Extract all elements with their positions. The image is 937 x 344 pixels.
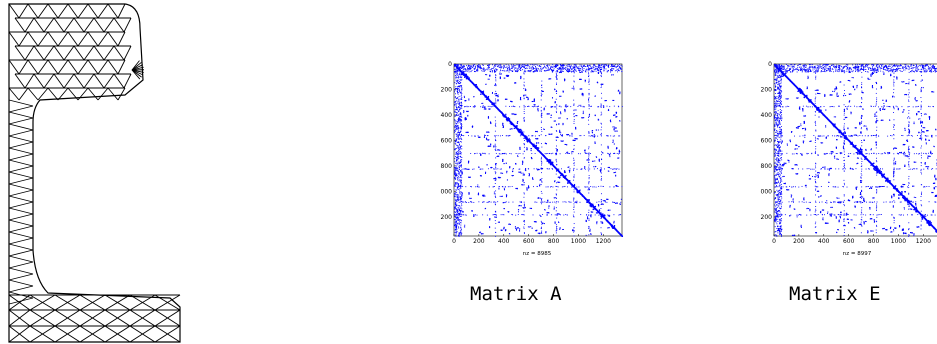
x-tick-label: 1000: [891, 238, 906, 245]
y-tick-label: 0: [768, 61, 772, 68]
x-tick-label: 800: [548, 238, 560, 245]
caption-matrix-a: Matrix A: [470, 283, 562, 305]
y-tick-label: 600: [441, 137, 453, 144]
y-tick-label: 1000: [440, 188, 452, 195]
triangulated-mesh: [8, 3, 181, 343]
x-tick-label: 1000: [571, 238, 586, 245]
sparsity-plot-e: 0 200 400 600 800 1000 1200 0 200 400 600 800 1000 12…: [760, 61, 937, 257]
y-tick-label: 400: [761, 112, 773, 119]
mesh-lines: [8, 3, 181, 343]
y-tick-label: 600: [761, 137, 773, 144]
sparsity-plot-a: 0 200 400 600 800 1000 1200 0 200 400 600 800 1000 12…: [440, 61, 624, 257]
x-tick-label: 0: [452, 238, 456, 245]
y-tick-label: 1200: [440, 214, 452, 221]
x-tick-label: 200: [473, 238, 485, 245]
nz-label-e: nz = 8997: [843, 251, 872, 257]
x-tick-label: 1200: [916, 238, 931, 245]
y-tick-label: 400: [441, 112, 453, 119]
y-tick-label: 800: [441, 163, 453, 170]
x-tick-label: 400: [818, 238, 830, 245]
x-tick-label: 400: [498, 238, 510, 245]
caption-matrix-e: Matrix E: [789, 283, 881, 305]
x-tick-label: 0: [772, 238, 776, 245]
x-tick-label: 600: [523, 238, 535, 245]
y-tick-label: 200: [761, 86, 773, 93]
plot-a-axes: 0 200 400 600 800 1000 1200 0 200 400 600 800 1000 12…: [440, 61, 624, 245]
plot-e-axes: 0 200 400 600 800 1000 1200 0 200 400 600 800 1000 12…: [760, 61, 937, 245]
x-tick-label: 1200: [596, 238, 611, 245]
y-tick-label: 800: [761, 163, 773, 170]
nonzero-pattern: [454, 64, 624, 238]
x-tick-label: 200: [793, 238, 805, 245]
x-tick-label: 600: [843, 238, 855, 245]
nz-label-a: nz = 8985: [523, 251, 552, 257]
y-tick-label: 200: [441, 86, 453, 93]
x-tick-label: 800: [868, 238, 880, 245]
y-tick-label: 0: [448, 61, 452, 68]
y-tick-label: 1000: [760, 188, 772, 195]
nonzero-pattern: [774, 64, 937, 237]
y-tick-label: 1200: [760, 214, 772, 221]
